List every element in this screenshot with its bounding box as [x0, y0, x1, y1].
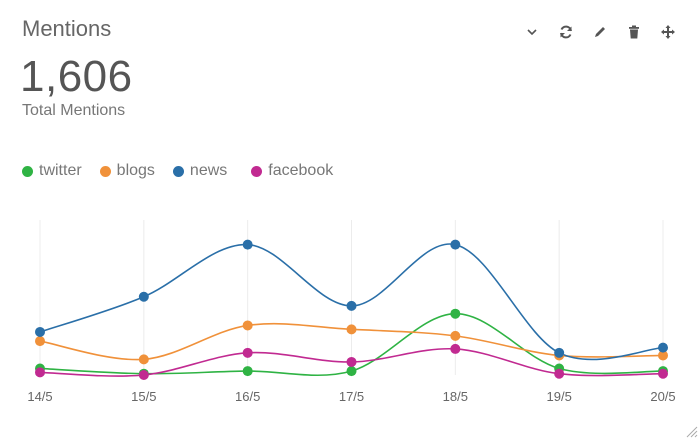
- data-point-facebook[interactable]: [138, 370, 149, 380]
- data-point-blogs[interactable]: [35, 336, 45, 347]
- refresh-icon[interactable]: [556, 22, 576, 42]
- data-point-news[interactable]: [346, 300, 357, 311]
- legend-dot-twitter: [22, 165, 33, 177]
- x-tick-label: 15/5: [131, 389, 156, 404]
- x-tick-label: 18/5: [443, 389, 468, 404]
- x-tick-label: 14/5: [27, 389, 52, 404]
- x-tick-label: 20/5: [650, 389, 675, 404]
- resize-handle-icon[interactable]: [684, 424, 698, 438]
- data-point-facebook[interactable]: [35, 367, 45, 378]
- widget-toolbar: [522, 22, 678, 42]
- chevron-down-icon[interactable]: [522, 22, 542, 42]
- move-icon[interactable]: [658, 22, 678, 42]
- pencil-icon[interactable]: [590, 22, 610, 42]
- legend-label-blogs: blogs: [116, 162, 155, 179]
- data-point-news[interactable]: [658, 342, 668, 353]
- data-point-news[interactable]: [35, 326, 45, 337]
- data-point-facebook[interactable]: [658, 368, 668, 379]
- data-point-twitter[interactable]: [242, 366, 253, 377]
- legend-item-news[interactable]: news: [172, 162, 228, 180]
- data-point-news[interactable]: [554, 347, 565, 358]
- legend-dot-news: [172, 165, 184, 177]
- x-tick-label: 19/5: [547, 389, 572, 404]
- chart-legend: twitter blogs news facebook: [22, 162, 333, 180]
- data-point-blogs[interactable]: [138, 354, 149, 365]
- data-point-facebook[interactable]: [554, 368, 565, 379]
- data-point-blogs[interactable]: [346, 324, 357, 335]
- legend-dot-blogs: [99, 165, 111, 177]
- legend-label-news: news: [189, 162, 228, 179]
- legend-label-twitter: twitter: [39, 162, 82, 179]
- data-point-news[interactable]: [450, 239, 461, 250]
- widget-title: Mentions: [22, 16, 112, 41]
- legend-label-facebook: facebook: [268, 162, 334, 179]
- data-point-facebook[interactable]: [346, 356, 357, 367]
- data-point-blogs[interactable]: [450, 330, 461, 341]
- legend-item-facebook[interactable]: facebook: [251, 162, 333, 180]
- data-point-news[interactable]: [138, 291, 149, 302]
- x-tick-label: 16/5: [235, 389, 260, 404]
- data-point-facebook[interactable]: [242, 347, 253, 358]
- data-point-news[interactable]: [242, 239, 253, 250]
- trash-icon[interactable]: [624, 22, 644, 42]
- mentions-line-chart: 14/5 15/5 16/5 17/5 18/5 19/5 20/5: [27, 220, 676, 404]
- legend-dot-facebook: [251, 165, 263, 177]
- total-mentions-count: 1,606: [20, 52, 133, 101]
- data-point-blogs[interactable]: [242, 320, 253, 331]
- legend-item-blogs[interactable]: blogs: [99, 162, 155, 180]
- data-point-twitter[interactable]: [450, 308, 461, 319]
- legend-item-twitter[interactable]: twitter: [22, 162, 82, 180]
- total-mentions-label: Total Mentions: [22, 102, 126, 119]
- data-point-blogs[interactable]: [658, 350, 668, 361]
- data-point-twitter[interactable]: [346, 366, 357, 377]
- data-point-facebook[interactable]: [450, 343, 461, 354]
- x-tick-label: 17/5: [339, 389, 364, 404]
